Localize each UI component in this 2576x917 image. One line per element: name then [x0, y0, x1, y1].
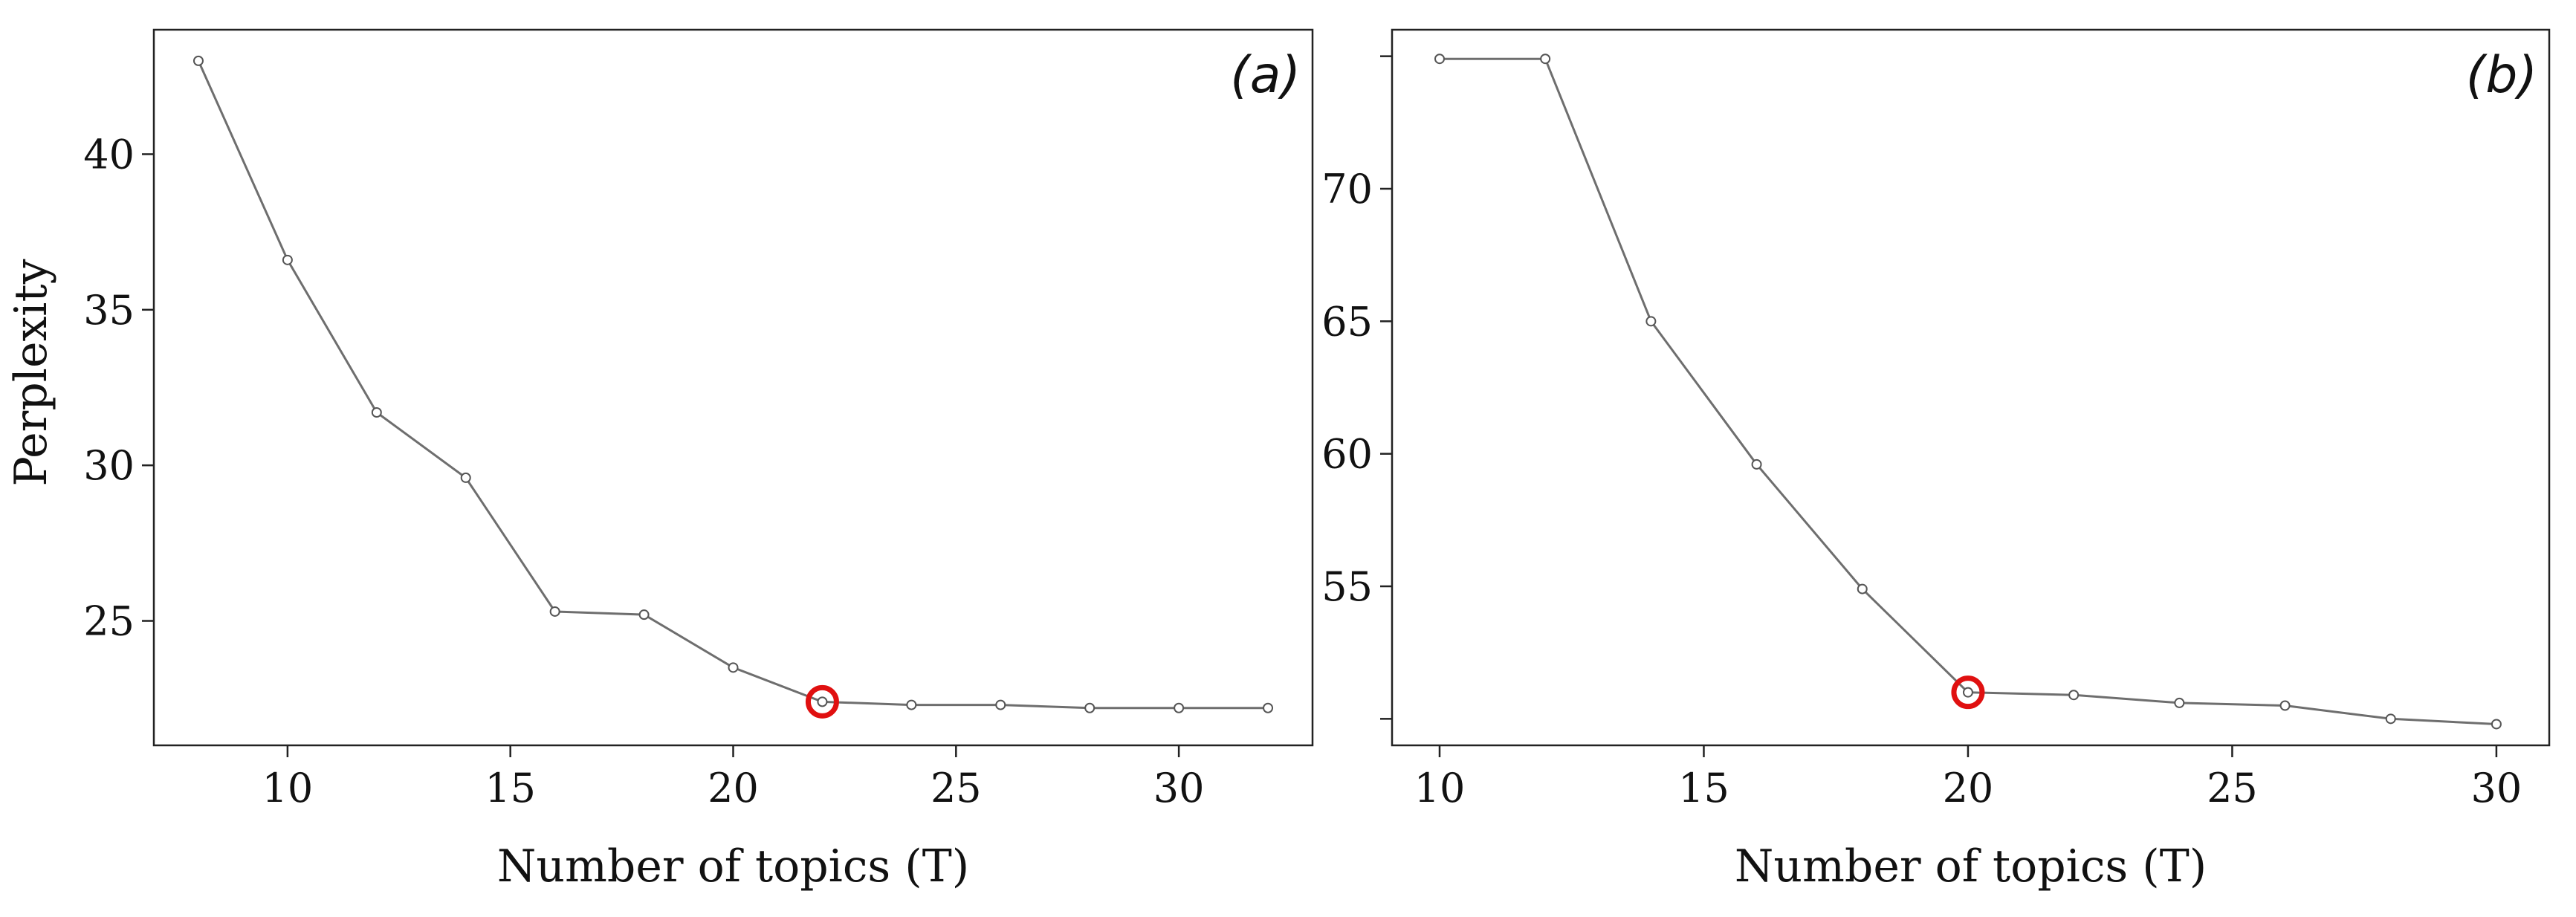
highlight-circle — [805, 684, 839, 719]
data-point — [1962, 687, 1973, 698]
y-tick-label: 55 — [1321, 563, 1373, 610]
data-point — [371, 406, 382, 418]
x-tick-label: 30 — [2471, 765, 2522, 811]
data-point — [1645, 316, 1657, 327]
x-tick-label: 10 — [262, 765, 314, 811]
data-point — [1263, 702, 1274, 713]
y-axis-title: Perplexity — [5, 259, 57, 486]
y-tick-label: 40 — [83, 131, 135, 178]
data-point — [1084, 702, 1096, 713]
highlight-circle — [1951, 675, 1985, 710]
data-point — [2385, 713, 2396, 725]
series-line — [197, 60, 1268, 710]
data-point — [549, 606, 560, 617]
x-tick-label: 30 — [1153, 765, 1205, 811]
panel-label: (b) — [2466, 46, 2537, 105]
x-axis-title: Number of topics (T) — [1735, 840, 2207, 892]
data-point — [1434, 54, 1445, 65]
x-axis-title: Number of topics (T) — [497, 840, 969, 892]
x-tick-label: 15 — [1678, 765, 1729, 811]
x-tick-label: 10 — [1414, 765, 1466, 811]
plot-frame — [152, 28, 1314, 747]
data-point — [1540, 54, 1551, 65]
y-tick-label: 25 — [83, 598, 135, 645]
data-point — [2068, 690, 2080, 701]
data-point — [192, 55, 204, 66]
data-point — [817, 696, 828, 707]
x-tick-label: 15 — [485, 765, 536, 811]
x-tick-label: 25 — [2207, 765, 2258, 811]
data-point — [1174, 702, 1185, 713]
x-tick-label: 20 — [708, 765, 759, 811]
data-point — [728, 662, 739, 673]
x-tick-label: 20 — [1943, 765, 1994, 811]
data-point — [638, 609, 650, 620]
plot-frame — [1391, 28, 2551, 747]
data-point — [460, 472, 471, 483]
data-point — [2174, 697, 2185, 708]
data-point — [2279, 700, 2291, 711]
y-tick-label: 35 — [83, 287, 135, 334]
data-point — [906, 699, 917, 710]
y-tick-label: 30 — [83, 442, 135, 489]
y-tick-label: 65 — [1321, 298, 1373, 345]
x-tick-label: 25 — [931, 765, 982, 811]
panel-a: 10 15 20 25 30 25 30 35 40 Number of topics (T) Pe… — [5, 28, 1314, 892]
data-point — [2491, 719, 2502, 730]
data-point — [282, 254, 293, 265]
y-tick-label: 70 — [1321, 166, 1373, 213]
data-point — [1857, 583, 1868, 594]
data-point — [1751, 458, 1762, 470]
panel-label: (a) — [1230, 46, 1301, 105]
panel-b: 10 15 20 25 30 55 60 65 70 Number of topics (T) (b… — [1321, 28, 2551, 892]
series-line — [1440, 57, 2496, 725]
data-point — [995, 699, 1006, 710]
y-tick-label: 60 — [1321, 431, 1373, 478]
